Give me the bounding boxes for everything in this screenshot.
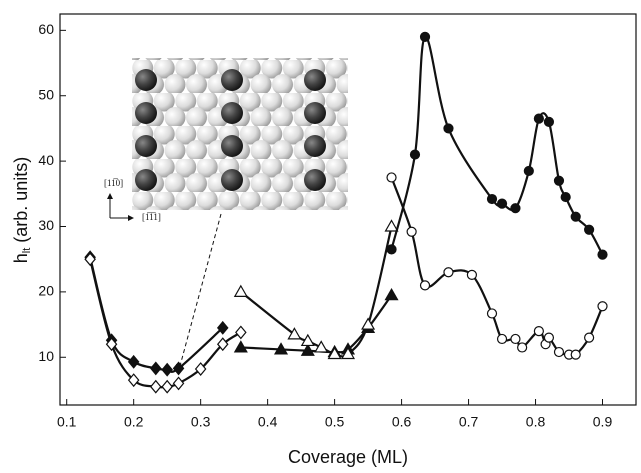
fit-line — [89, 256, 224, 373]
data-point — [361, 317, 376, 330]
y-tick-label: 30 — [38, 217, 54, 233]
data-point — [287, 327, 302, 340]
data-point — [443, 267, 454, 278]
data-point — [409, 149, 421, 160]
inset: [11̅0] [1̅1̅1] — [104, 58, 348, 222]
data-point — [560, 191, 571, 203]
x-tick-label: 0.8 — [526, 414, 546, 430]
data-point — [194, 362, 207, 376]
data-point — [386, 172, 397, 183]
y-axis-label: hlt (arb. units) — [11, 157, 33, 264]
data-point — [314, 340, 329, 353]
plot-frame — [59, 13, 637, 406]
fit-line — [240, 226, 393, 358]
data-point — [486, 308, 498, 319]
data-point — [172, 361, 185, 376]
data-point — [384, 219, 399, 232]
data-point — [216, 337, 229, 352]
data-point — [466, 269, 478, 280]
y-tick-label: 40 — [38, 152, 54, 168]
x-axis-label: Coverage (ML) — [288, 447, 408, 467]
data-point — [127, 354, 140, 369]
x-tick-label: 0.7 — [459, 414, 479, 430]
data-point — [127, 373, 140, 388]
data-point — [384, 287, 399, 301]
data-point — [517, 342, 528, 353]
data-point — [216, 320, 229, 335]
data-point — [496, 333, 508, 345]
data-point — [443, 123, 454, 134]
data-point — [300, 333, 315, 347]
data-point — [533, 326, 544, 337]
data-point — [510, 333, 521, 345]
data-point — [533, 113, 544, 124]
data-point — [486, 193, 498, 205]
data-point — [84, 252, 96, 267]
inset-adatoms — [135, 69, 326, 191]
data-point — [553, 346, 565, 358]
data-point — [340, 346, 356, 360]
data-point — [419, 31, 431, 42]
data-point — [584, 332, 595, 343]
y-label-unit: (arb. units) — [11, 157, 31, 243]
x-tick-label: 0.2 — [124, 414, 144, 430]
data-point — [386, 244, 397, 255]
data-point — [161, 362, 173, 377]
data-point — [233, 284, 248, 297]
data-point — [105, 337, 118, 352]
data-point — [327, 346, 342, 360]
inset-label: [1̅1̅1] — [142, 212, 161, 222]
y-tick-label: 60 — [38, 21, 54, 37]
data-point — [300, 343, 315, 356]
y-label-main: h — [11, 253, 31, 263]
data-point — [597, 249, 608, 260]
data-point — [233, 340, 248, 353]
pointer-line — [179, 213, 222, 367]
x-tick-label: 0.1 — [57, 414, 77, 430]
data-point — [406, 226, 417, 237]
data-point — [510, 203, 521, 214]
data-point — [235, 325, 247, 340]
inset-label: [11̅0] — [104, 178, 123, 188]
data-point — [172, 376, 185, 391]
inset-axes — [109, 195, 132, 219]
data-point — [149, 361, 162, 376]
y-label-sub: lt — [21, 248, 33, 254]
data-point — [543, 116, 555, 127]
x-tick-label: 0.3 — [191, 414, 211, 430]
fit-line — [390, 35, 604, 256]
data-point — [584, 224, 595, 235]
data-point — [273, 342, 289, 355]
y-tick-label: 10 — [38, 348, 54, 364]
x-tick-label: 0.4 — [258, 414, 278, 430]
data-point — [149, 379, 162, 394]
data-point — [543, 332, 555, 343]
data-point — [570, 211, 581, 222]
data-point — [523, 165, 534, 177]
data-point — [496, 198, 508, 209]
y-tick-label: 50 — [38, 86, 54, 102]
x-tick-label: 0.6 — [392, 414, 412, 430]
x-tick-label: 0.5 — [325, 414, 345, 430]
data-point — [597, 301, 608, 312]
data-point — [553, 175, 565, 186]
inset-arrowheads — [107, 193, 134, 221]
data-point — [570, 349, 581, 360]
y-tick-label: 20 — [38, 283, 54, 299]
data-point — [419, 280, 431, 291]
data-point — [161, 379, 173, 394]
x-tick-label: 0.9 — [593, 414, 613, 430]
